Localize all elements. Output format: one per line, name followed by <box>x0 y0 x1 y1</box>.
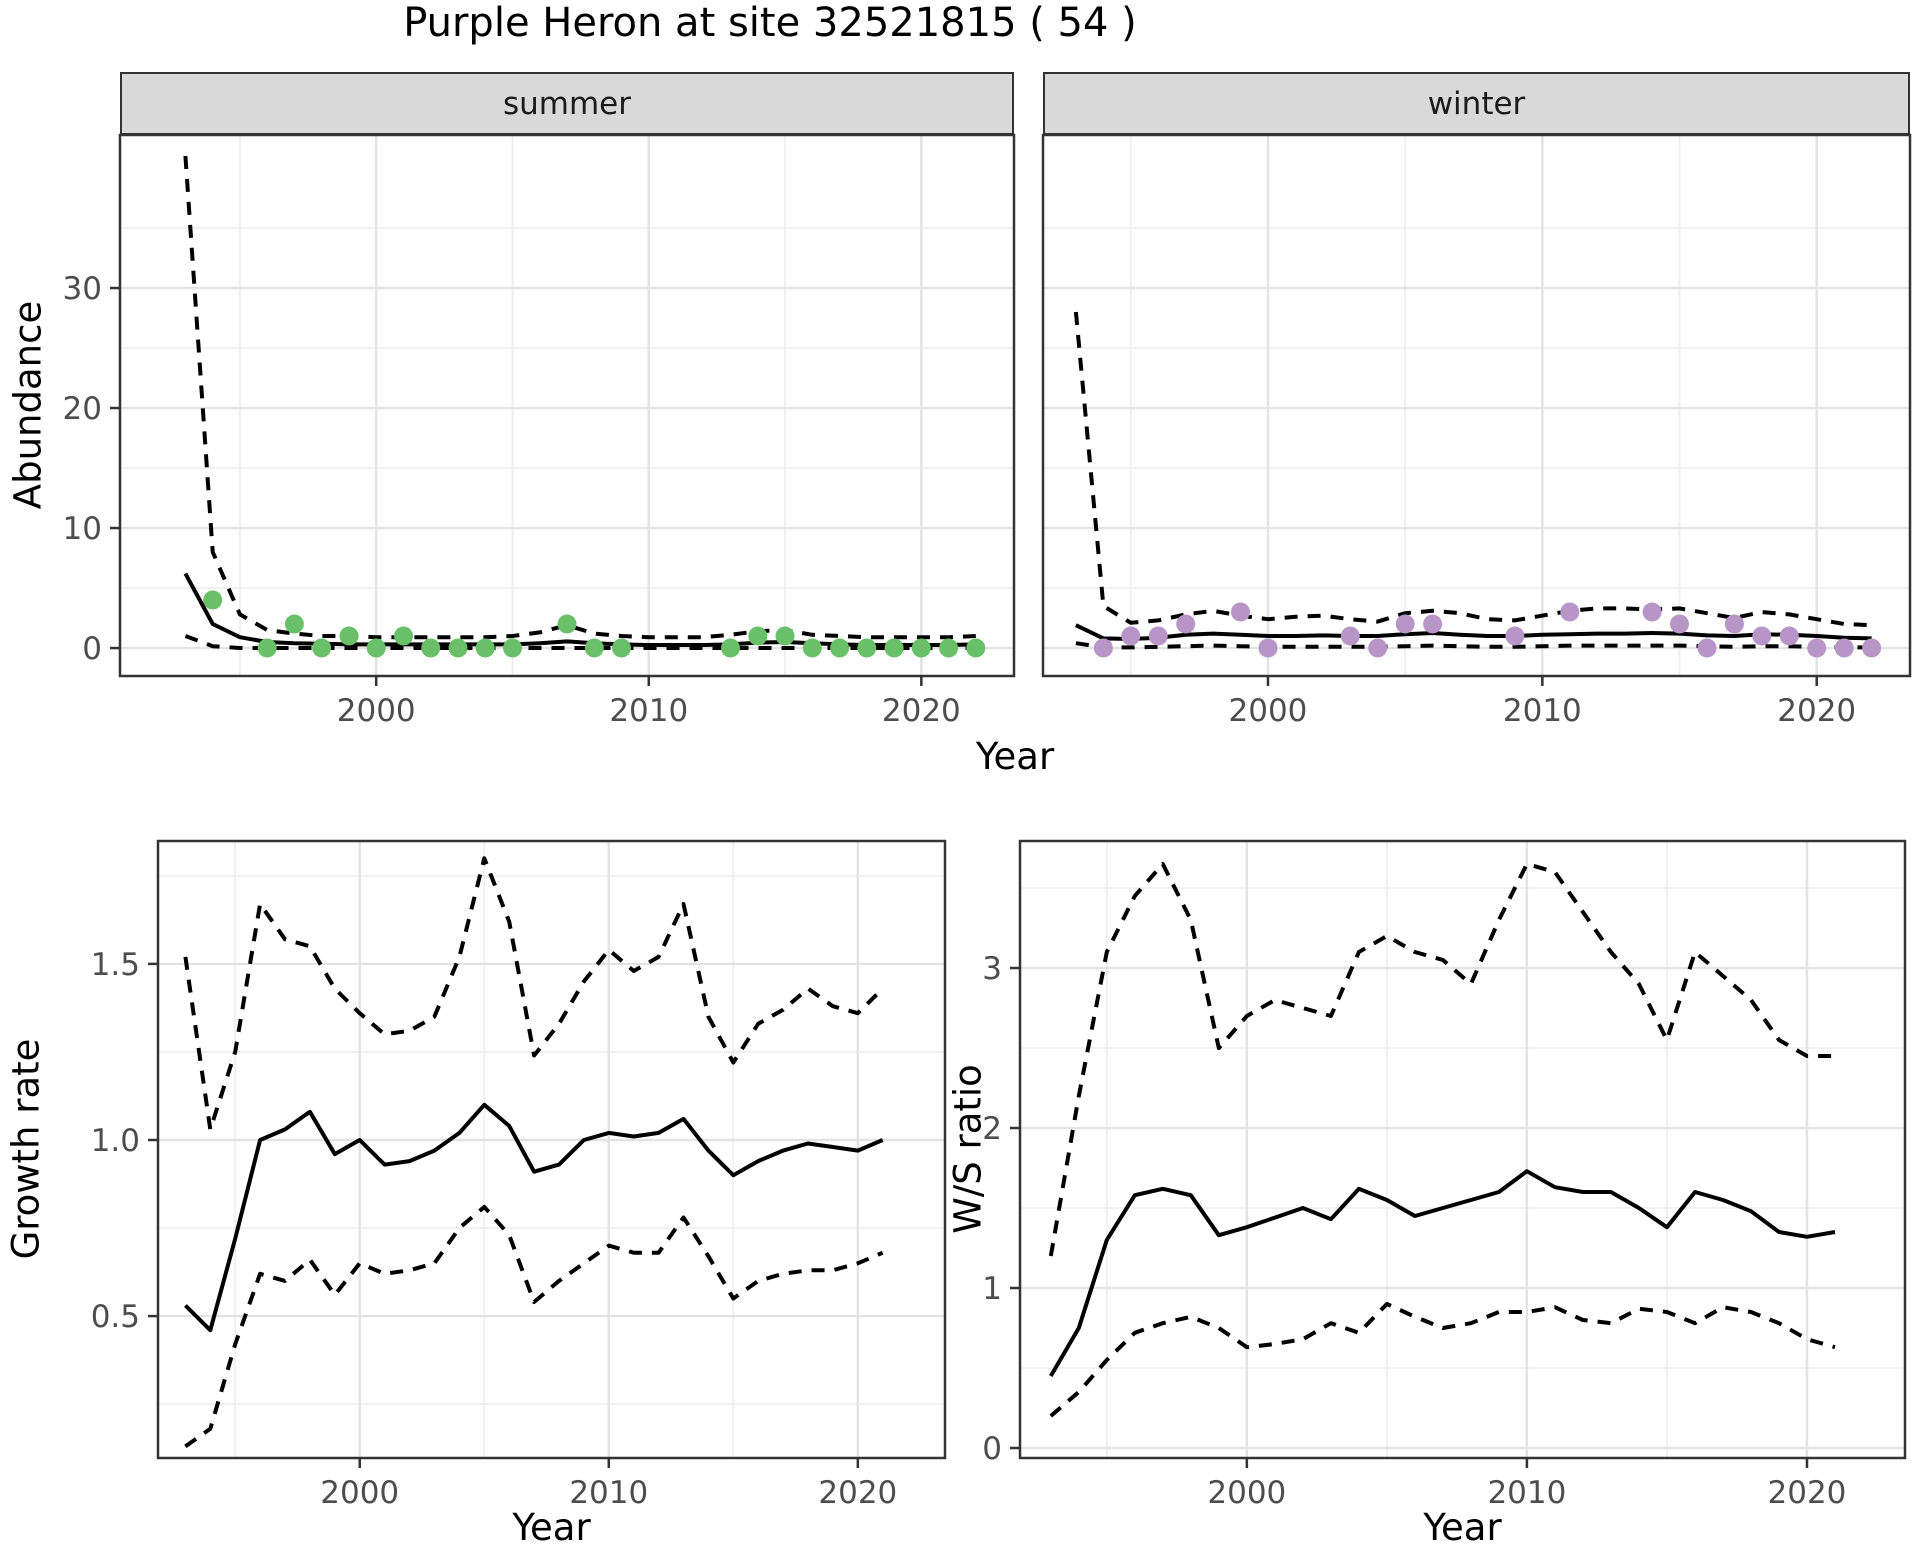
growth-rate-panel: 2000 2010 2020 0.5 1.0 1.5 <box>91 839 947 1511</box>
svg-text:1.5: 1.5 <box>91 947 140 983</box>
svg-text:0: 0 <box>982 1431 1002 1467</box>
svg-text:30: 30 <box>63 271 102 307</box>
svg-text:2020: 2020 <box>1768 1475 1847 1511</box>
svg-text:2010: 2010 <box>569 1475 648 1511</box>
svg-text:0: 0 <box>82 631 102 667</box>
facet-strip-summer-label: summer <box>502 85 631 122</box>
svg-text:10: 10 <box>63 511 102 547</box>
svg-text:1.0: 1.0 <box>91 1123 140 1159</box>
svg-text:2020: 2020 <box>818 1475 897 1511</box>
abundance-summer-panel: 2000 2010 2020 0 10 20 30 <box>63 133 1016 729</box>
x-axis-title-year-top: Year <box>975 735 1055 778</box>
svg-text:2000: 2000 <box>337 693 416 729</box>
abundance-winter-panel: 2000 2010 2020 <box>1041 133 1912 729</box>
svg-text:0.5: 0.5 <box>91 1299 140 1335</box>
ws-ratio-panel: 2000 2010 2020 0 1 2 3 <box>982 839 1907 1511</box>
chart-title: Purple Heron at site 32521815 ( 54 ) <box>403 0 1137 46</box>
svg-text:2010: 2010 <box>609 693 688 729</box>
svg-text:2010: 2010 <box>1487 1475 1566 1511</box>
x-axis-title-year-ws: Year <box>1423 1506 1502 1549</box>
facet-strip-winter: winter <box>1043 72 1910 135</box>
svg-text:1: 1 <box>982 1271 1002 1307</box>
facet-strip-summer: summer <box>120 72 1014 135</box>
svg-text:2020: 2020 <box>1777 693 1856 729</box>
svg-text:2010: 2010 <box>1503 693 1582 729</box>
svg-text:3: 3 <box>982 951 1002 987</box>
facet-strip-winter-label: winter <box>1427 85 1526 122</box>
svg-text:2000: 2000 <box>1229 693 1308 729</box>
svg-text:2000: 2000 <box>1207 1475 1286 1511</box>
svg-text:2000: 2000 <box>320 1475 399 1511</box>
svg-text:2020: 2020 <box>882 693 961 729</box>
x-axis-title-year-growth: Year <box>512 1506 591 1549</box>
svg-text:20: 20 <box>63 391 102 427</box>
svg-text:2: 2 <box>982 1111 1002 1147</box>
